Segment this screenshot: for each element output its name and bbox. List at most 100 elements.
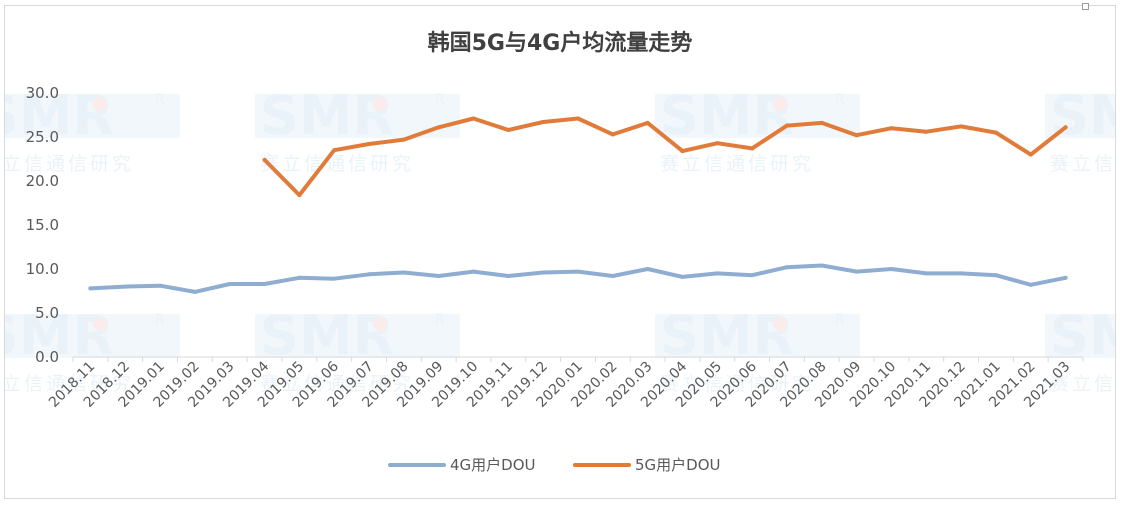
data-point xyxy=(401,270,406,275)
data-point xyxy=(506,127,511,132)
smr-watermark: SMR R 赛立信通信研究 xyxy=(5,84,180,175)
data-point xyxy=(645,267,650,271)
series-line-1 xyxy=(88,263,1068,294)
data-point xyxy=(88,286,93,291)
data-point xyxy=(889,126,894,131)
legend-label: 5G用户DOU xyxy=(635,456,721,474)
data-point xyxy=(297,275,302,280)
data-point xyxy=(436,274,441,279)
smr-watermark: SMR R 赛立信通信研究 xyxy=(655,84,860,175)
watermark-caption: 赛立信通信研究 xyxy=(5,153,134,175)
data-point xyxy=(297,193,302,198)
data-point xyxy=(541,270,546,275)
data-point xyxy=(715,271,720,276)
y-tick-label: 5.0 xyxy=(35,304,59,322)
legend-item: 4G用户DOU xyxy=(388,456,536,474)
data-point xyxy=(680,149,685,154)
data-point xyxy=(1063,275,1068,280)
data-point xyxy=(506,274,511,279)
data-point xyxy=(854,133,859,138)
watermark-layer: SMR R 赛立信通信研究 SMR R 赛立信通信研究 SMR R 赛立信通信研究 SMR R 赛立信… xyxy=(5,84,1115,395)
data-point xyxy=(576,116,580,121)
data-point xyxy=(959,124,964,129)
data-point xyxy=(1063,125,1068,130)
y-tick-label: 20.0 xyxy=(26,172,59,190)
watermark-caption: 赛立信通信研究 xyxy=(1050,373,1115,395)
data-point xyxy=(959,271,964,276)
data-point xyxy=(367,272,372,277)
watermark-caption: 赛立信通信研究 xyxy=(260,373,414,395)
smr-watermark: SMR R 赛立信通信研究 xyxy=(255,304,460,395)
y-tick-label: 15.0 xyxy=(26,216,59,234)
watermark-caption: 赛立信通信研究 xyxy=(660,153,814,175)
data-point xyxy=(750,146,755,151)
y-tick-label: 0.0 xyxy=(35,348,59,366)
data-point xyxy=(854,269,859,274)
watermark-registered: R xyxy=(155,92,165,108)
data-point xyxy=(924,271,929,276)
watermark-logo: SMR xyxy=(660,84,794,147)
legend-label: 4G用户DOU xyxy=(450,456,536,474)
smr-watermark: SMR R 赛立信通信研究 xyxy=(5,304,180,395)
data-point xyxy=(401,137,406,142)
watermark-logo: SMR xyxy=(260,304,394,367)
y-tick-label: 10.0 xyxy=(26,260,59,278)
y-axis: 0.0 5.0 10.0 15.0 20.0 25.0 30.0 xyxy=(26,84,59,366)
resize-handle-icon[interactable] xyxy=(1082,3,1089,10)
chart-frame: SMR R 赛立信通信研究 SMR R 赛立信通信研究 SMR R 赛立信通信研究 SMR R 赛立信… xyxy=(4,3,1116,499)
watermark-logo: SMR xyxy=(260,84,394,147)
data-point xyxy=(192,289,197,294)
data-point xyxy=(924,129,929,134)
watermark-caption: 赛立信通信研究 xyxy=(5,373,134,395)
watermark-caption: 赛立信通信研究 xyxy=(1050,153,1115,175)
watermark-logo: SMR xyxy=(5,84,114,147)
chart-title: 韩国5G与4G户均流量走势 xyxy=(428,30,693,56)
data-point xyxy=(332,276,337,281)
x-axis: 2018.112018.122019.012019.022019.032019.… xyxy=(46,356,1084,411)
watermark-caption: 赛立信通信研究 xyxy=(260,153,414,175)
data-point xyxy=(436,125,441,130)
data-point xyxy=(610,274,615,279)
data-point xyxy=(889,267,894,271)
data-point xyxy=(227,281,232,286)
smr-watermark: SMR R 赛立信通信研究 xyxy=(255,84,460,175)
data-point xyxy=(610,132,615,137)
data-point xyxy=(332,148,337,153)
data-point xyxy=(784,123,789,128)
data-point xyxy=(262,157,267,162)
data-point xyxy=(471,116,476,121)
data-point xyxy=(715,141,720,146)
series-layer xyxy=(88,116,1068,294)
data-point xyxy=(819,263,824,268)
data-point xyxy=(819,120,824,125)
watermark-registered: R xyxy=(835,312,845,328)
watermark-registered: R xyxy=(435,312,445,328)
data-point xyxy=(750,273,755,278)
watermark-registered: R xyxy=(435,92,445,108)
data-point xyxy=(123,284,128,289)
legend: 4G用户DOU 5G用户DOU xyxy=(388,456,721,474)
data-point xyxy=(645,120,650,125)
data-point xyxy=(576,269,580,274)
y-tick-label: 30.0 xyxy=(26,84,59,102)
data-point xyxy=(784,265,789,270)
watermark-registered: R xyxy=(155,312,165,328)
watermark-logo: SMR xyxy=(1050,84,1115,147)
legend-item: 5G用户DOU xyxy=(573,456,721,474)
chart: SMR R 赛立信通信研究 SMR R 赛立信通信研究 SMR R 赛立信通信研究 SMR R 赛立信… xyxy=(5,30,1115,474)
data-point xyxy=(262,281,267,286)
data-point xyxy=(993,273,998,278)
data-point xyxy=(541,120,546,125)
data-point xyxy=(993,130,998,135)
data-point xyxy=(680,274,685,279)
watermark-registered: R xyxy=(835,92,845,108)
data-point xyxy=(1028,282,1033,287)
watermark-caption: 赛立信通信研究 xyxy=(660,373,814,395)
y-tick-label: 25.0 xyxy=(26,128,59,146)
series-line-2 xyxy=(262,116,1068,198)
watermark-logo: SMR xyxy=(5,304,114,367)
data-point xyxy=(1028,152,1033,157)
data-point xyxy=(158,283,163,288)
data-point xyxy=(367,142,372,147)
